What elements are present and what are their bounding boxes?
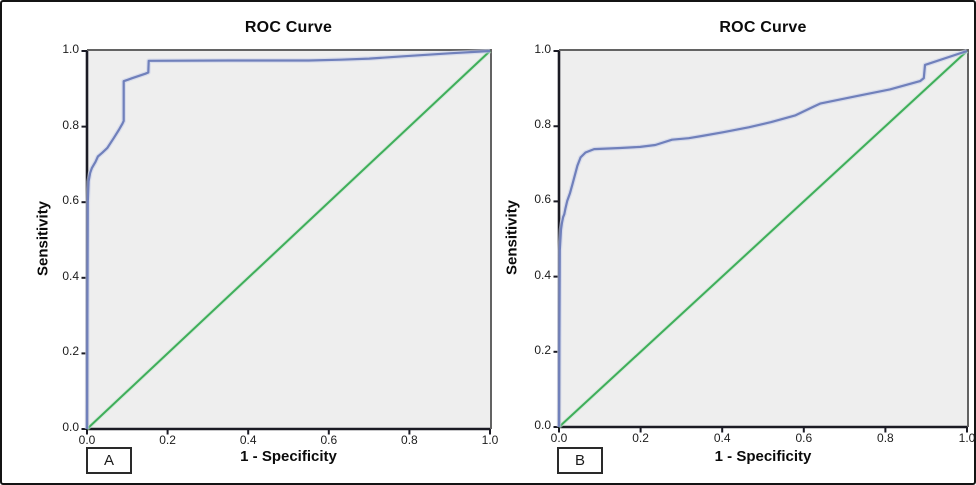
plot-area [553, 48, 969, 433]
x-tick-label: 0.6 [795, 431, 813, 445]
x-tick-label: 0.2 [632, 431, 649, 445]
x-axis-label: 1 - Specificity [240, 448, 337, 465]
x-tick-label: 0.0 [550, 431, 568, 445]
x-tick-label: 1.0 [481, 433, 499, 447]
panel-label-box-a: A [86, 447, 132, 474]
plot-area [81, 48, 492, 435]
y-tick-label: 0.4 [534, 267, 551, 282]
y-tick-label: 0.2 [62, 344, 79, 359]
y-tick-label: 0.4 [62, 268, 79, 283]
x-tick-label: 0.6 [320, 433, 338, 447]
panel-label: B [574, 452, 585, 469]
y-tick-label: 0.6 [62, 193, 79, 208]
x-axis-label: 1 - Specificity [714, 448, 812, 465]
roc-curve-svg [81, 48, 492, 435]
chart-title: ROC Curve [244, 19, 333, 36]
reference-line [86, 50, 491, 430]
x-tick-label: 0.4 [239, 433, 257, 447]
panel-label: A [103, 452, 114, 469]
y-tick-label: 0.6 [534, 192, 551, 207]
y-axis-label: Sensitivity [34, 200, 52, 276]
y-axis-label: Sensitivity [503, 199, 521, 275]
x-tick-label: 0.8 [401, 433, 418, 447]
y-tick-label: 1.0 [62, 42, 79, 56]
x-tick-label: 0.2 [159, 433, 176, 447]
roc-curve-line [85, 49, 491, 430]
y-tick-label: 0.0 [62, 420, 79, 434]
y-tick-label: 0.8 [62, 117, 79, 132]
x-tick-label: 0.0 [78, 433, 96, 447]
y-tick-label: 1.0 [534, 42, 551, 56]
chart-title: ROC Curve [719, 19, 807, 36]
y-tick-label: 0.8 [534, 117, 551, 132]
reference-line [558, 50, 968, 428]
x-tick-label: 0.8 [877, 431, 894, 445]
roc-chart-panel-b: ROC Curve Sensitivity 1 - Specificity B … [490, 2, 976, 483]
roc-chart-panel-a: ROC Curve Sensitivity 1 - Specificity A … [2, 2, 498, 483]
y-tick-label: 0.2 [534, 342, 551, 357]
panel-label-box-b: B [557, 447, 603, 474]
y-tick-label: 0.0 [534, 418, 551, 432]
x-tick-label: 0.4 [713, 431, 731, 445]
roc-curve-svg [553, 48, 969, 433]
roc-curve-line [557, 49, 968, 428]
x-tick-label: 1.0 [958, 431, 976, 445]
